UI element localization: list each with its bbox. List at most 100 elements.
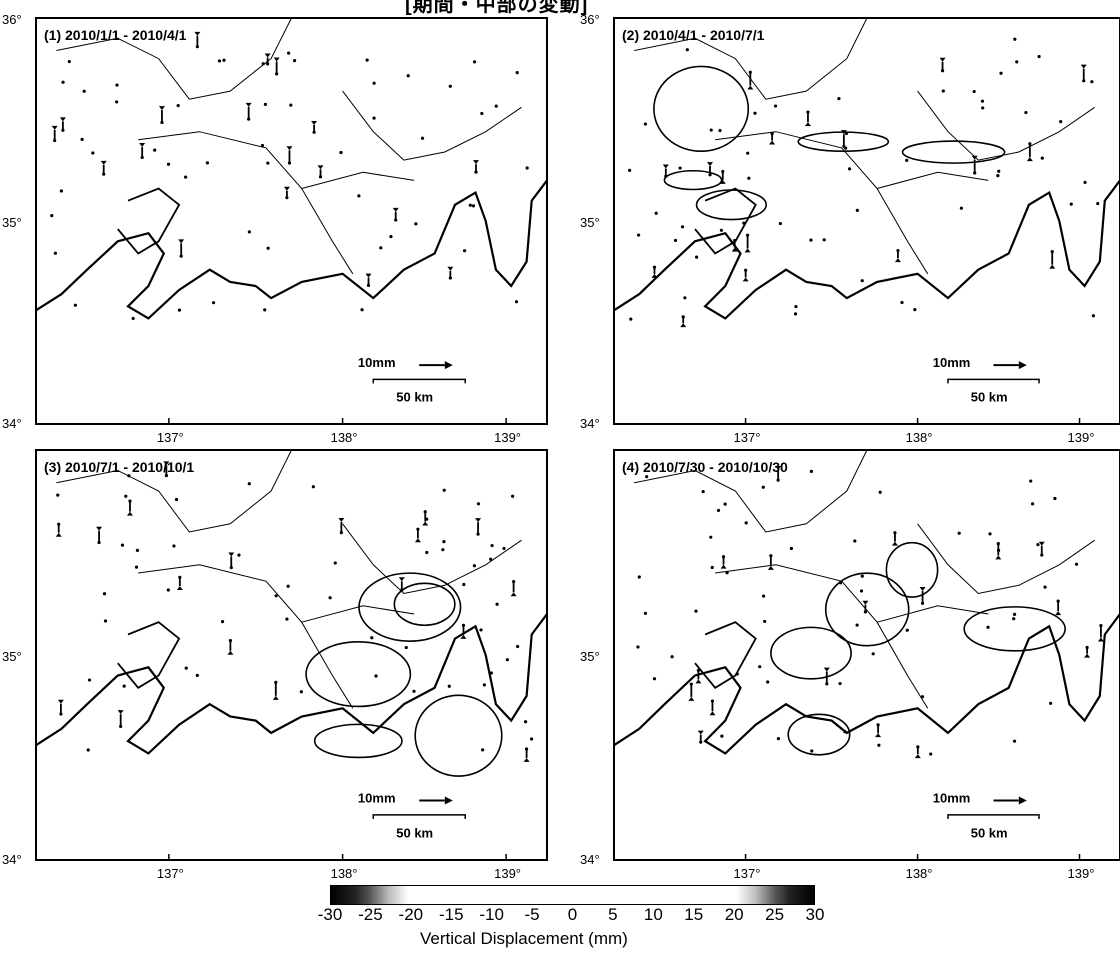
vector-arrowhead [971,155,978,160]
gps-station [472,60,477,64]
vector-arrowhead [1084,653,1091,658]
gps-station [643,122,647,126]
gps-station [1036,543,1040,547]
gps-station [1049,701,1053,705]
gps-station [263,308,267,312]
vector-arrowhead [875,733,882,738]
gps-station [67,59,71,64]
gps-station [1015,60,1019,64]
gps-station [177,308,182,312]
gps-station [73,303,77,307]
gps-station [86,748,90,752]
gps-station [822,238,826,242]
gps-station [709,128,713,132]
vector-arrowhead [311,120,318,125]
gps-station [379,246,383,250]
gps-station [986,625,990,629]
gps-station [420,136,425,140]
distance-scale-bar [947,814,1040,819]
gps-station [645,475,649,479]
gps-station [425,550,429,555]
gps-station [843,730,847,734]
vector-arrowhead [126,511,133,516]
vector-arrowhead [392,207,399,212]
colorbar-tick-label: -5 [524,905,540,924]
gps-station [997,169,1001,173]
gps-station [516,644,520,649]
gps-station [481,748,485,752]
gps-station [389,234,393,239]
gps-station [809,238,813,242]
vector-arrowhead [510,592,517,597]
gps-station [1083,180,1087,184]
lon-tick-label: 139° [1068,430,1095,445]
gps-station [61,80,65,84]
gps-station [720,734,724,738]
gps-station [195,673,199,677]
coastline [36,179,547,320]
lon-tick-label: 137° [734,430,761,445]
lon-tick-label: 137° [734,866,761,881]
gps-station [176,103,180,108]
gps-station [480,111,484,116]
displacement-contour [787,713,851,756]
vector-arrowhead [398,577,405,582]
lat-tick-label: 34° [580,416,600,431]
vector-arrowhead [194,31,201,36]
colorbar-tick-label: 20 [724,905,744,924]
gps-station [482,683,486,687]
gps-station [789,546,793,551]
gps-station [404,645,408,650]
gps-station [91,151,95,155]
prefecture-boundary [715,564,929,709]
lat-tick-label: 36° [2,12,22,27]
gps-station [637,233,641,237]
displacement-contour [963,606,1066,652]
gps-station [311,485,315,489]
gps-station [289,103,293,107]
gps-station [441,548,445,552]
vector-arrowhead [283,186,290,191]
displacement-contour [663,169,723,191]
colorbar-tick-label: 10 [643,905,663,924]
gps-station [406,74,410,78]
prefecture-boundary [138,564,354,709]
gps-station [838,681,842,686]
vector-arrowhead [272,695,279,700]
gps-station [855,208,859,212]
gps-station [339,150,343,155]
map-panel-4: (4) 2010/7/30 - 2010/10/30 10mm 50 km 137° 1… [580,449,1120,881]
colorbar-tick-label: 30 [805,905,825,924]
colorbar-ticks: -30 -25 -20 -15 -10 -5 0 5 10 15 20 25 30 [318,905,825,925]
gps-station [628,168,632,172]
gps-station [652,677,657,681]
gps-station [773,104,778,108]
vector-arrowhead [891,541,898,546]
gps-station [761,594,766,598]
coastline [614,179,1120,320]
gps-station [53,251,57,255]
gps-station [838,581,843,585]
colorbar-tick-label: -30 [317,905,343,924]
gps-station [905,158,909,162]
gps-station [877,743,881,747]
colorbar-tick-label: -10 [479,905,504,924]
gps-station [735,672,739,676]
vector-arrowhead [680,323,687,328]
gps-station [744,521,748,525]
gps-station [1043,585,1047,589]
vector-arrowhead [286,146,293,151]
gps-station [220,620,225,624]
gps-station [859,589,864,593]
vector-arrowhead [744,248,751,253]
vector-scale-arrowhead [1018,361,1027,370]
vector-arrowhead [163,461,170,466]
gps-station [476,502,481,506]
gps-station [285,617,289,621]
vector-arrowhead [117,710,124,715]
vector-arrowhead [709,711,716,716]
gps-station [900,300,904,305]
gps-station [1029,479,1033,483]
panel-label: (1) 2010/1/1 - 2010/4/1 [44,27,187,43]
gps-station [115,83,119,87]
